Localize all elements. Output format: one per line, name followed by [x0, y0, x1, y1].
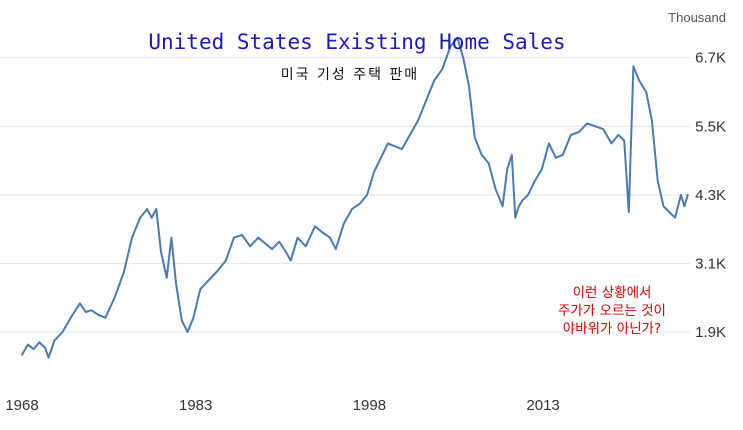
- series-line: [21, 36, 689, 359]
- y-tick-label: 5.5K: [695, 118, 726, 135]
- y-tick-label: 3.1K: [695, 255, 726, 272]
- x-tick-label: 2013: [526, 397, 559, 414]
- unit-label: Thousand: [668, 10, 726, 25]
- chart-subtitle: 미국 기성 주택 판매: [281, 67, 419, 83]
- annotation: 이런 상황에서 주가가 오르는 것이 야바위가 아닌가?: [558, 285, 666, 337]
- x-tick-label: 1998: [353, 397, 386, 414]
- annotation-line-2: 주가가 오르는 것이: [558, 303, 666, 319]
- x-tick-label: 1983: [179, 397, 212, 414]
- y-tick-labels: 6.7K 5.5K 4.3K 3.1K 1.9K: [695, 50, 726, 341]
- annotation-line-3: 야바위가 아닌가?: [563, 321, 661, 337]
- y-tick-label: 4.3K: [695, 187, 726, 204]
- x-tick-labels: 1968 1983 1998 2013: [5, 397, 559, 414]
- y-tick-label: 1.9K: [695, 324, 726, 341]
- chart-title: United States Existing Home Sales: [148, 30, 565, 54]
- annotation-line-1: 이런 상황에서: [573, 285, 652, 301]
- x-tick-label: 1968: [5, 397, 38, 414]
- grid-lines: [0, 57, 690, 333]
- y-tick-label: 6.7K: [695, 50, 726, 67]
